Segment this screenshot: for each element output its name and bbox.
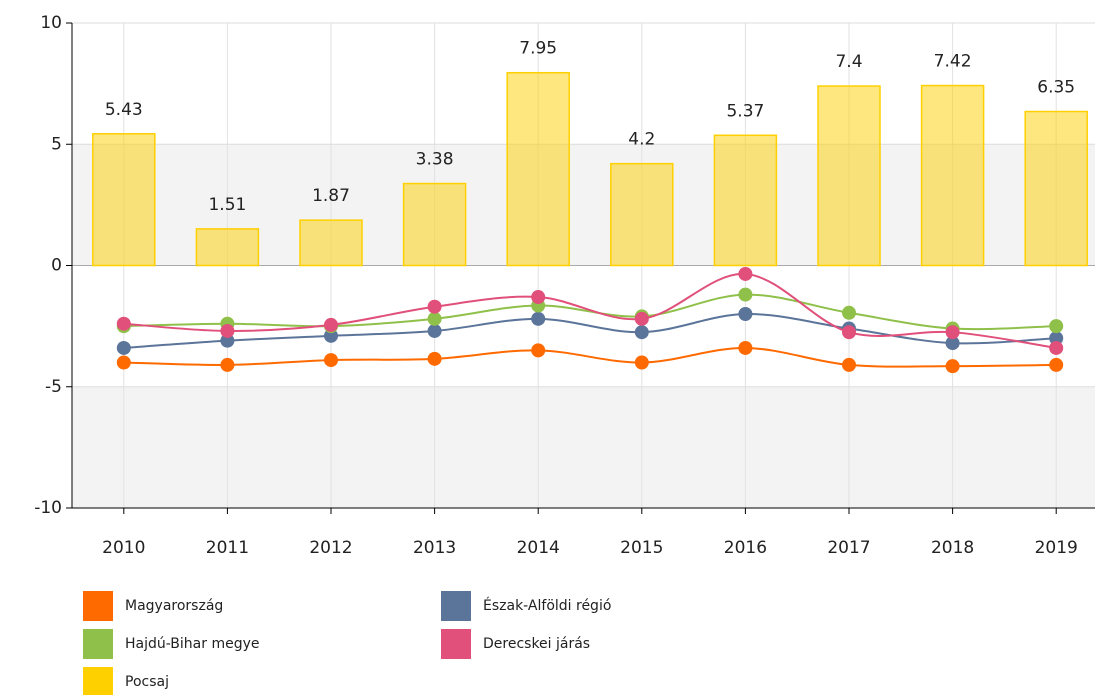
data-label: 7.95 — [519, 39, 557, 59]
point — [116, 316, 131, 331]
point — [634, 311, 649, 326]
y-tick-label: -5 — [45, 377, 62, 397]
data-label: 4.2 — [628, 130, 655, 150]
point — [427, 311, 442, 326]
data-label: 1.51 — [208, 195, 246, 215]
point — [427, 351, 442, 366]
point — [116, 340, 131, 355]
line — [123, 346, 1057, 368]
point — [738, 266, 753, 281]
legend-label: Pocsaj — [125, 674, 169, 690]
legend-swatch — [83, 629, 113, 659]
point — [116, 355, 131, 370]
bar — [610, 162, 674, 267]
legend-label: Észak-Alföldi régió — [483, 597, 611, 614]
x-tick-label: 2017 — [827, 538, 870, 558]
line — [123, 293, 1057, 331]
point — [531, 311, 546, 326]
data-label: 7.42 — [934, 52, 972, 72]
point — [945, 325, 960, 340]
legend-label: Magyarország — [125, 598, 223, 614]
point — [427, 299, 442, 314]
legend-swatch — [441, 629, 471, 659]
y-tick-label: 5 — [51, 134, 62, 154]
bar — [713, 134, 778, 267]
point — [634, 325, 649, 340]
data-label: 7.4 — [835, 52, 862, 72]
data-label: 1.87 — [312, 186, 350, 206]
point — [531, 343, 546, 358]
point — [842, 325, 856, 340]
point — [427, 323, 442, 338]
point — [842, 305, 856, 320]
x-tick-label: 2010 — [102, 538, 145, 558]
data-label: 3.38 — [416, 150, 454, 170]
point — [945, 336, 960, 351]
point — [1049, 331, 1064, 346]
bar — [299, 219, 363, 267]
x-tick-label: 2014 — [517, 538, 560, 558]
point — [738, 340, 753, 355]
y-tick-label: 0 — [51, 256, 62, 276]
point — [842, 357, 856, 372]
point — [1049, 340, 1064, 355]
point — [220, 357, 235, 372]
point — [945, 359, 960, 374]
data-label: 5.43 — [105, 100, 143, 120]
point — [738, 287, 753, 302]
point — [1049, 357, 1064, 372]
point — [324, 353, 338, 368]
plot-band — [72, 386, 1095, 508]
x-tick-label: 2019 — [1035, 538, 1078, 558]
point — [634, 355, 649, 370]
bar — [817, 85, 881, 267]
bar — [506, 71, 570, 267]
bar — [1024, 110, 1088, 267]
bar — [195, 228, 260, 267]
x-tick-label: 2016 — [724, 538, 767, 558]
line — [123, 312, 1057, 349]
legend-swatch — [441, 591, 471, 621]
x-tick-label: 2013 — [413, 538, 456, 558]
point — [324, 317, 338, 332]
point — [531, 290, 546, 305]
data-label: 5.37 — [726, 101, 764, 121]
bar — [402, 182, 467, 267]
point — [1049, 319, 1064, 334]
bar — [92, 133, 156, 267]
x-tick-label: 2011 — [206, 538, 249, 558]
point — [220, 323, 235, 338]
x-tick-label: 2015 — [620, 538, 663, 558]
y-tick-label: 10 — [40, 13, 62, 33]
legend-swatch — [83, 667, 113, 695]
x-tick-label: 2018 — [931, 538, 974, 558]
point — [220, 333, 235, 348]
point — [324, 328, 338, 343]
legend-label: Hajdú-Bihar megye — [125, 636, 260, 652]
data-label: 6.35 — [1037, 78, 1075, 98]
point — [738, 307, 753, 321]
x-tick-label: 2012 — [309, 538, 352, 558]
bar — [920, 84, 985, 267]
legend-label: Derecskei járás — [483, 636, 590, 652]
legend-swatch — [83, 591, 113, 621]
y-tick-label: -10 — [34, 498, 62, 518]
line — [123, 272, 1057, 349]
